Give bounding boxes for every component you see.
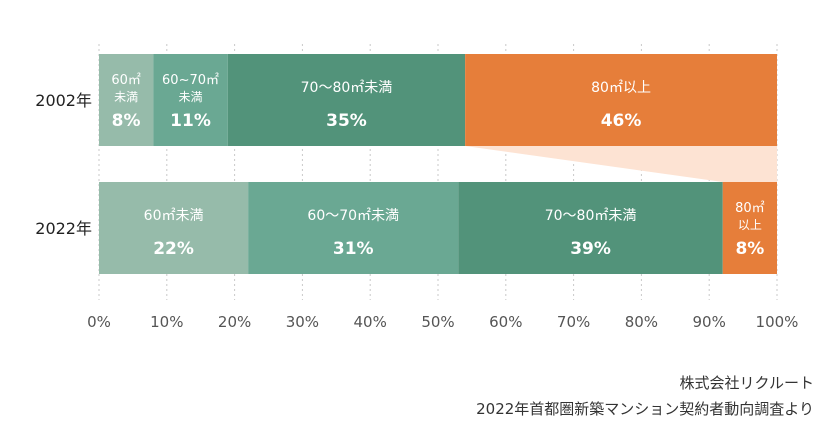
value-label: 35% xyxy=(326,111,367,131)
bar-segment xyxy=(722,182,777,274)
segment-label: 80㎡以上 xyxy=(591,80,651,96)
bar-segment xyxy=(99,182,249,274)
category-label: 2022年 xyxy=(35,219,92,238)
value-label: 46% xyxy=(601,111,642,131)
value-label: 31% xyxy=(333,239,374,259)
x-tick-label: 0% xyxy=(87,313,111,331)
bar-segment xyxy=(153,54,228,146)
x-tick-label: 90% xyxy=(693,313,726,331)
connector-band xyxy=(465,146,777,182)
x-tick-label: 80% xyxy=(625,313,658,331)
source-publisher: 株式会社リクルート xyxy=(679,374,814,392)
segment-label: 以上 xyxy=(738,218,762,232)
segment-label: 60㎡ xyxy=(111,73,141,88)
segment-label: 60㎡未満 xyxy=(144,208,204,224)
bar-segment xyxy=(99,54,154,146)
segment-label: 80㎡ xyxy=(735,201,765,216)
x-tick-label: 70% xyxy=(557,313,590,331)
value-label: 8% xyxy=(735,239,764,259)
bar-segment xyxy=(227,54,466,146)
source-survey: 2022年首都圏新築マンション契約者動向調査より xyxy=(476,400,814,418)
bar-segment xyxy=(458,182,723,274)
value-label: 39% xyxy=(570,239,611,259)
value-label: 11% xyxy=(170,111,211,131)
segment-label: 未満 xyxy=(114,90,138,104)
bar-segment xyxy=(465,54,777,146)
segment-label: 70〜80㎡未満 xyxy=(301,80,393,96)
x-tick-label: 60% xyxy=(489,313,522,331)
bar-segment xyxy=(248,182,459,274)
segment-label: 70〜80㎡未満 xyxy=(545,208,637,224)
value-label: 22% xyxy=(153,239,194,259)
segment-label: 60~70㎡ xyxy=(162,73,219,88)
segment-label: 60〜70㎡未満 xyxy=(307,208,399,224)
x-tick-label: 20% xyxy=(218,313,251,331)
x-tick-label: 10% xyxy=(150,313,183,331)
x-tick-label: 50% xyxy=(421,313,454,331)
category-label: 2002年 xyxy=(35,91,92,110)
x-tick-label: 40% xyxy=(354,313,387,331)
segment-label: 未満 xyxy=(179,90,203,104)
x-tick-label: 100% xyxy=(756,313,799,331)
x-tick-label: 30% xyxy=(286,313,319,331)
value-label: 8% xyxy=(112,111,141,131)
